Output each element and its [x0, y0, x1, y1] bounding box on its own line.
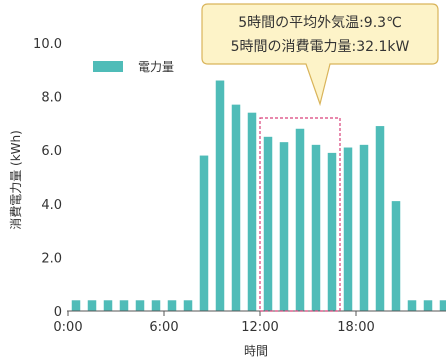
x-tick-label: 6:00 — [149, 320, 178, 335]
bar-15 — [311, 144, 321, 311]
legend-label: 電力量 — [138, 60, 174, 74]
bar-22 — [423, 300, 433, 311]
y-tick-label: 0 — [54, 305, 62, 320]
bar-9 — [215, 80, 225, 312]
bar-14 — [295, 128, 305, 311]
bar-5 — [151, 300, 161, 311]
bar-1 — [87, 300, 97, 311]
y-axis-title: 消費電力量 (kWh) — [8, 130, 23, 230]
x-tick-label: 18:00 — [337, 320, 374, 335]
bar-7 — [183, 300, 193, 311]
bar-23 — [439, 300, 446, 311]
legend: 電力量 — [93, 60, 174, 74]
bar-8 — [199, 155, 209, 311]
x-tick-label: 12:00 — [241, 320, 278, 335]
bar-6 — [167, 300, 177, 311]
bar-2 — [103, 300, 113, 311]
bar-3 — [119, 300, 129, 311]
y-tick-label: 10.0 — [33, 37, 62, 52]
x-axis-ticks: 0:00 6:00 12:00 18:00 — [53, 311, 375, 335]
y-tick-label: 2.0 — [41, 251, 62, 266]
bars — [71, 80, 446, 312]
callout-bubble — [201, 3, 439, 107]
bar-21 — [407, 300, 417, 311]
callout-line-2: 5時間の消費電力量:32.1kW — [231, 39, 410, 55]
bar-17 — [343, 147, 353, 311]
y-tick-label: 8.0 — [41, 91, 62, 106]
bar-16 — [327, 152, 337, 311]
x-tick-label: 0:00 — [53, 320, 82, 335]
y-axis-ticks: 0 2.0 4.0 6.0 8.0 10.0 — [33, 37, 62, 320]
bar-13 — [279, 142, 289, 311]
x-axis-title: 時間 — [244, 344, 268, 358]
y-tick-label: 4.0 — [41, 198, 62, 213]
bar-12 — [263, 136, 273, 311]
bar-10 — [231, 104, 241, 311]
highlight-range-box — [259, 117, 341, 312]
bar-4 — [135, 300, 145, 311]
bar-19 — [375, 126, 385, 311]
bar-0 — [71, 300, 81, 311]
legend-swatch — [93, 61, 123, 72]
bar-11 — [247, 112, 257, 312]
y-tick-label: 6.0 — [41, 144, 62, 159]
bar-18 — [359, 144, 369, 311]
callout-line-1: 5時間の平均外気温:9.3℃ — [238, 15, 402, 31]
callout: 5時間の平均外気温:9.3℃ 5時間の消費電力量:32.1kW — [201, 3, 439, 107]
bar-20 — [391, 201, 401, 311]
